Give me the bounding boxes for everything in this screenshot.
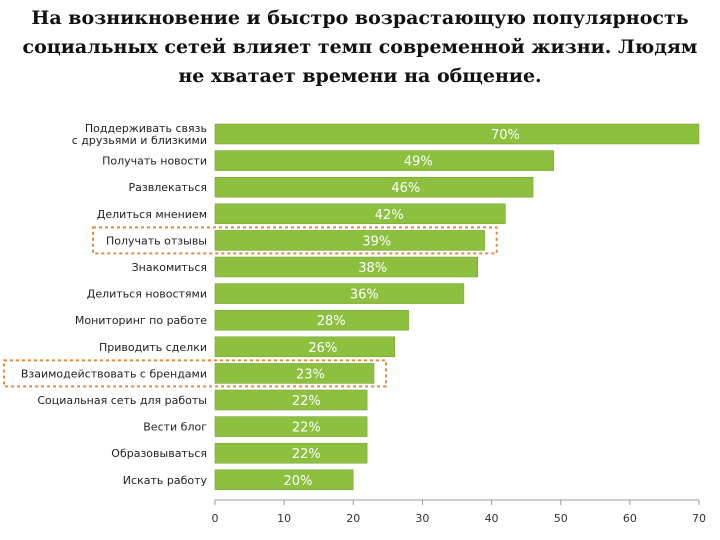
bar-value-label: 39%: [362, 234, 391, 249]
x-tick-label: 60: [623, 512, 637, 525]
x-tick-label: 20: [346, 512, 360, 525]
bar-value-label: 38%: [358, 261, 387, 276]
category-label: Приводить сделки: [99, 341, 207, 354]
bar-value-label: 49%: [404, 155, 433, 170]
bar: [214, 203, 506, 225]
category-label: Получать новости: [102, 155, 207, 168]
category-label: Мониторинг по работе: [75, 314, 207, 327]
category-label: Социальная сеть для работы: [37, 394, 207, 407]
title-line-3: не хватает времени на общение.: [178, 65, 542, 87]
x-tick-label: 0: [212, 512, 219, 525]
category-label: Развлекаться: [129, 181, 207, 194]
page-title: На возникновение и быстро возрастающую п…: [0, 4, 720, 91]
bar-value-label: 42%: [375, 208, 404, 223]
bar: [214, 256, 478, 278]
title-line-2: социальных сетей влияет темп современной…: [22, 36, 698, 58]
bar: [214, 283, 465, 304]
bar-value-label: 22%: [292, 421, 321, 436]
category-label: Знакомиться: [132, 261, 207, 274]
bar: [214, 363, 375, 384]
x-tick-label: 50: [554, 512, 568, 525]
bar: [214, 416, 368, 437]
bar-value-label: 22%: [292, 447, 321, 462]
x-tick-label: 70: [692, 512, 706, 525]
bar: [214, 230, 485, 251]
bar-value-label: 26%: [308, 341, 337, 356]
x-tick-label: 40: [485, 512, 499, 525]
category-label: Получать отзывы: [106, 234, 207, 247]
category-label: Делиться новостями: [87, 288, 207, 301]
bar-value-label: 28%: [317, 314, 346, 329]
bar: [214, 309, 409, 331]
bar: [214, 123, 700, 145]
category-label: Поддерживать связь с друзьями и близкими: [72, 122, 207, 147]
bar-value-label: 46%: [391, 181, 420, 196]
highlight-box: [92, 226, 498, 255]
category-label: Искать работу: [123, 474, 208, 487]
bar-value-label: 20%: [284, 474, 313, 489]
category-label: Взаимодействовать с брендами: [21, 367, 207, 380]
bar: [214, 336, 396, 358]
category-label: Делиться мнением: [97, 208, 207, 221]
bar-value-label: 23%: [296, 367, 325, 382]
x-tick-label: 30: [415, 512, 429, 525]
bar-value-label: 22%: [292, 394, 321, 409]
title-line-1: На возникновение и быстро возрастающую п…: [31, 7, 689, 29]
bar: [214, 176, 534, 198]
bar-value-label: 70%: [491, 128, 520, 143]
category-label: Образовываться: [111, 447, 207, 460]
x-tick-label: 10: [277, 512, 291, 525]
bar: [214, 442, 368, 464]
bar: [214, 389, 368, 411]
bar: [214, 150, 555, 171]
category-label: Вести блог: [143, 421, 207, 434]
bar-value-label: 36%: [350, 288, 379, 303]
bar: [214, 469, 354, 491]
